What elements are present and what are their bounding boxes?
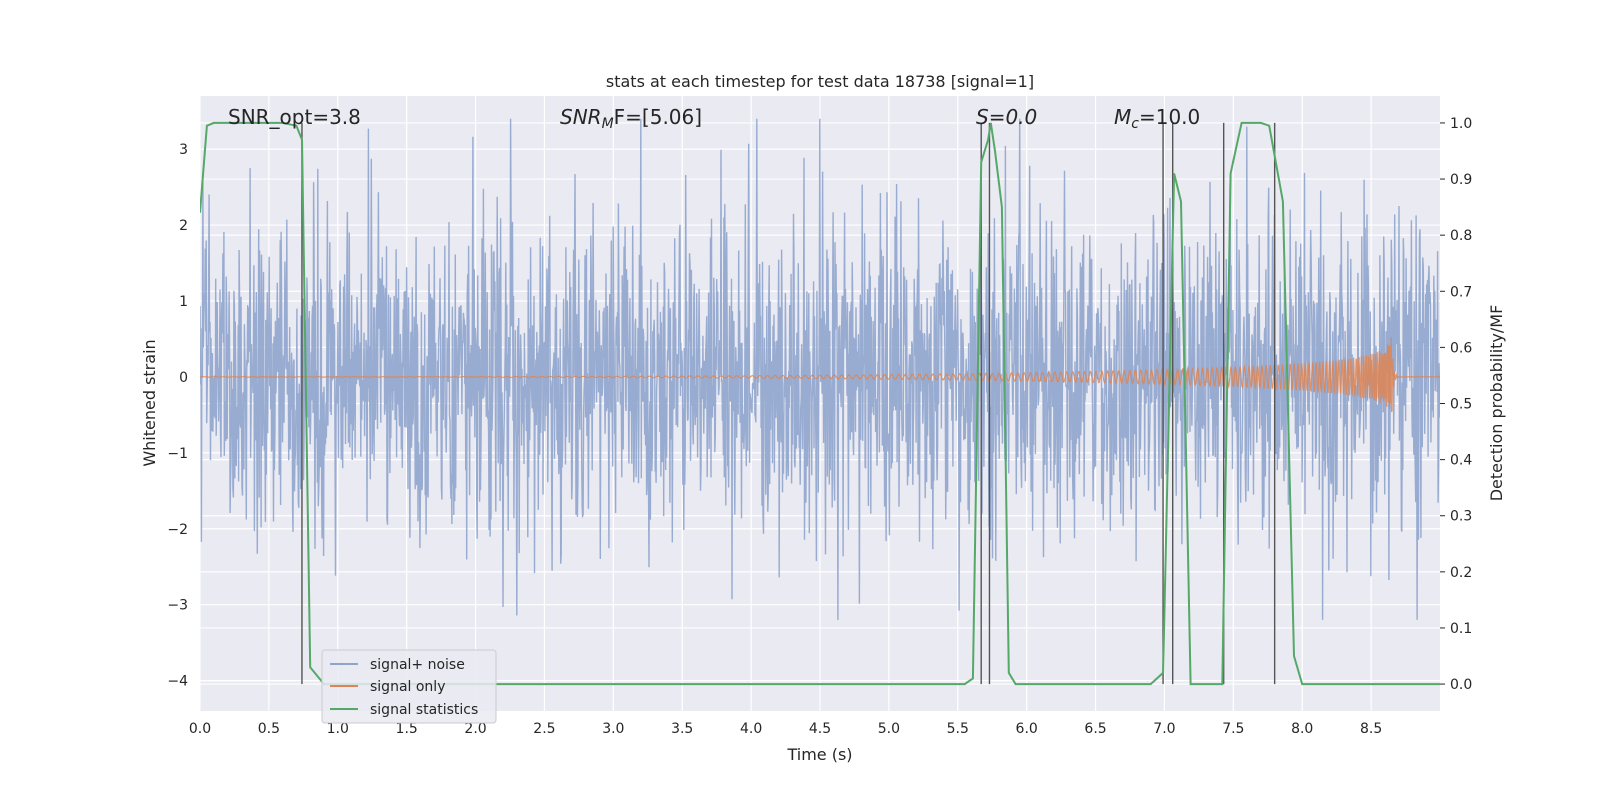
y-tick-label: 3 — [179, 142, 188, 158]
y-axis-label: Whitened strain — [140, 339, 159, 466]
annotation-s: S=0.0 — [976, 105, 1037, 129]
signal-series — [200, 337, 1440, 413]
x-tick-label: 3.5 — [671, 721, 693, 737]
x-tick-label: 0.5 — [258, 721, 280, 737]
y-right-tick-label: 0.7 — [1450, 284, 1472, 300]
annotation-snr-mf-sub: M — [602, 116, 614, 132]
y-right-tick-label: 0.2 — [1450, 565, 1472, 581]
y-right-axis-label: Detection probability/MF — [1487, 305, 1506, 502]
annotation-snr-opt: SNR_opt=3.8 — [228, 105, 361, 129]
x-tick-label: 2.0 — [464, 721, 486, 737]
legend-box — [321, 649, 497, 724]
x-tick-label: 4.5 — [809, 721, 831, 737]
x-tick-label: 4.0 — [740, 721, 762, 737]
y-tick-label: −2 — [167, 522, 188, 538]
y-right-tick-label: 0.6 — [1450, 340, 1472, 356]
x-ticks: 0.0 0.5 1.0 1.5 2.0 2.5 3.0 3.5 4.0 4.5 5.0 5.5 6.0 6… — [189, 721, 1382, 737]
x-tick-label: 1.5 — [396, 721, 418, 737]
statistics-series — [200, 121, 1440, 686]
y-right-tick-label: 0.9 — [1450, 172, 1472, 188]
annotation-snr-mf-base: SNR — [560, 105, 602, 129]
y-right-tick-label: 0.8 — [1450, 228, 1472, 244]
y-tick-label: −3 — [167, 598, 188, 614]
x-tick-label: 8.5 — [1360, 721, 1382, 737]
annotation-mc-value: =10.0 — [1139, 105, 1200, 129]
legend-label-statistics: signal statistics — [370, 702, 478, 718]
y-tick-label: 0 — [179, 370, 188, 386]
series-signal-statistics — [200, 121, 1440, 686]
y-tick-label: 1 — [179, 294, 188, 310]
x-tick-label: 7.5 — [1222, 721, 1244, 737]
x-tick-label: 2.5 — [533, 721, 555, 737]
x-tick-label: 8.0 — [1291, 721, 1313, 737]
y-right-tick-label: 0.1 — [1450, 621, 1472, 637]
x-tick-label: 5.0 — [878, 721, 900, 737]
x-tick-label: 0.0 — [189, 721, 211, 737]
plot-content — [200, 118, 1440, 686]
legend-label-signal: signal only — [370, 679, 445, 695]
x-tick-label: 5.5 — [947, 721, 969, 737]
y-tick-label: −1 — [167, 446, 188, 462]
y-right-tick-label: 0.3 — [1450, 509, 1472, 525]
y-right-tick-label: 0.4 — [1450, 453, 1472, 469]
y-ticks: −4 −3 −2 −1 0 1 2 3 — [167, 142, 188, 689]
x-tick-label: 7.0 — [1153, 721, 1175, 737]
annotation-mc-base: M — [1114, 105, 1131, 129]
y-right-tick-label: 0.0 — [1450, 677, 1472, 693]
annotation-mc-sub: c — [1131, 116, 1139, 132]
x-tick-label: 6.5 — [1084, 721, 1106, 737]
y-tick-label: 2 — [179, 218, 188, 234]
x-tick-label: 1.0 — [327, 721, 349, 737]
y-right-tick-label: 0.5 — [1450, 397, 1472, 413]
legend: signal+ noise signal only signal statist… — [321, 649, 497, 724]
annotation-snr-mf: SNRMF=[5.06] — [560, 105, 702, 132]
series-signal-only — [200, 337, 1440, 413]
chart-title: stats at each timestep for test data 187… — [606, 72, 1034, 91]
annotation-snr-mf-value: F=[5.06] — [614, 105, 702, 129]
x-tick-label: 3.0 — [602, 721, 624, 737]
vertical-markers — [301, 122, 1276, 685]
x-axis-label: Time (s) — [786, 745, 852, 764]
y-right-tick-label: 1.0 — [1450, 116, 1472, 132]
y-tick-label: −4 — [167, 674, 188, 690]
legend-label-noise: signal+ noise — [370, 657, 465, 673]
y-right-ticks: 0.0 0.1 0.2 0.3 0.4 0.5 0.6 0.7 0.8 0.9 1.0 — [1440, 116, 1472, 693]
x-tick-label: 6.0 — [1016, 721, 1038, 737]
annotation-mc: Mc=10.0 — [1114, 105, 1200, 132]
